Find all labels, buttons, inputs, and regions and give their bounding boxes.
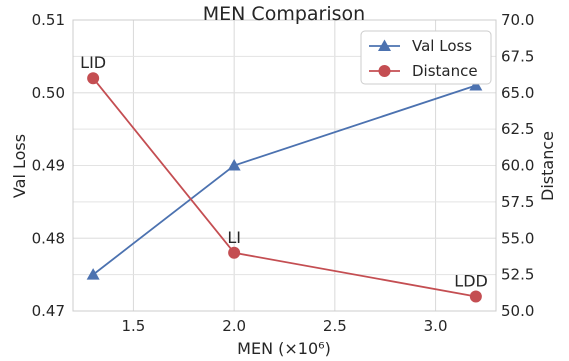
y-left-tick-label: 0.47 <box>32 302 65 320</box>
plot-frame <box>72 19 497 312</box>
x-axis-label: MEN (×10⁶) <box>237 339 331 358</box>
x-tick-label: 3.0 <box>424 317 448 335</box>
legend-item-distance: Distance <box>369 62 478 80</box>
y-right-tick-label: 70.0 <box>501 11 534 29</box>
x-tick-label: 2.5 <box>323 317 347 335</box>
legend-item-val-loss: Val Loss <box>369 37 472 55</box>
data-point-val-loss <box>227 159 241 171</box>
y-right-tick-label: 50.0 <box>501 302 534 320</box>
x-tick-label: 1.5 <box>121 317 145 335</box>
y-right-tick-label: 65.0 <box>501 84 534 102</box>
y-right-tick-label: 55.0 <box>501 229 534 247</box>
annotation-label: LDD <box>454 271 488 290</box>
y-left-tick-label: 0.51 <box>32 11 65 29</box>
data-point-distance <box>469 290 482 303</box>
series-line-val-loss <box>92 84 477 276</box>
y-axis-right-label: Distance <box>538 131 557 201</box>
y-left-tick-label: 0.49 <box>32 157 65 175</box>
legend-label-distance: Distance <box>412 62 478 80</box>
legend-label-val-loss: Val Loss <box>412 37 472 55</box>
circle-marker-icon <box>378 65 391 77</box>
annotation-label: LID <box>80 53 106 72</box>
data-point-distance <box>87 72 100 85</box>
data-point-val-loss <box>469 78 483 91</box>
tick-labels: 1.5 2.0 2.5 3.0 0.47 0.48 0.49 0.50 0.51 50.0 52.5… <box>32 11 535 335</box>
y-right-tick-label: 62.5 <box>501 120 534 138</box>
data-point-distance <box>228 246 241 259</box>
y-right-tick-label: 52.5 <box>501 266 534 284</box>
series-line-distance <box>92 77 477 298</box>
series-layer <box>86 72 483 303</box>
x-tick-label: 2.0 <box>222 317 246 335</box>
triangle-marker-icon <box>378 39 391 51</box>
y-left-tick-label: 0.48 <box>32 229 65 247</box>
y-right-tick-label: 60.0 <box>501 157 534 175</box>
annotations: LID LI LDD <box>80 53 488 290</box>
y-right-tick-label: 67.5 <box>501 47 534 65</box>
y-right-tick-label: 57.5 <box>501 193 534 211</box>
data-point-val-loss <box>86 268 100 280</box>
y-left-tick-label: 0.50 <box>32 84 65 102</box>
chart-title: MEN Comparison <box>203 3 365 25</box>
annotation-label: LI <box>227 228 241 247</box>
legend: Val Loss Distance <box>360 30 492 85</box>
y-axis-left-label: Val Loss <box>10 134 29 198</box>
